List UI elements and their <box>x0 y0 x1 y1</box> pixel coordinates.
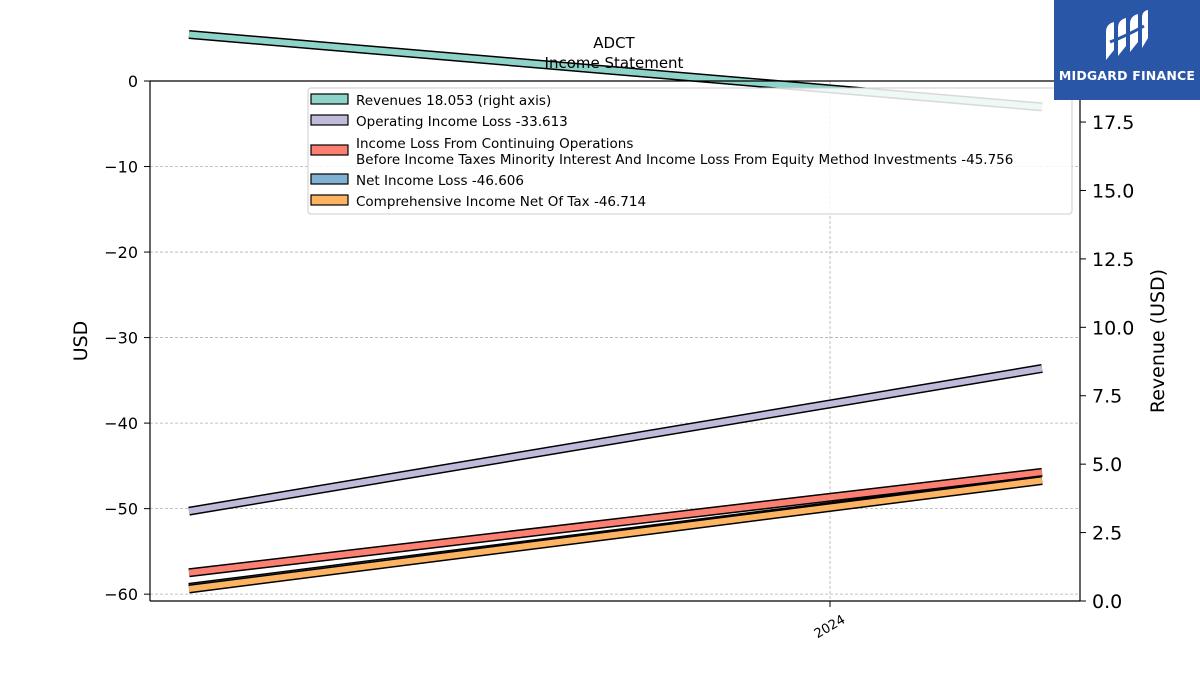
y-tick-label-right: 15.0 <box>1092 180 1134 202</box>
legend-swatch-0 <box>310 93 349 105</box>
y-tick-label-left: −30 <box>104 329 138 348</box>
midgard-finance-logo: MIDGARD FINANCE <box>1054 0 1200 100</box>
y-tick-label-left: 0 <box>128 72 138 91</box>
y-tick-label-left: −40 <box>104 414 138 433</box>
legend-label-4: Comprehensive Income Net Of Tax -46.714 <box>356 194 646 210</box>
y-tick-label-right: 2.5 <box>1092 523 1122 545</box>
y-tick-label-right: 7.5 <box>1092 386 1122 408</box>
legend-swatch-1 <box>310 114 349 126</box>
y-axis-label-right: Revenue (USD) <box>1147 269 1169 413</box>
logo-text: MIDGARD FINANCE <box>1058 68 1196 83</box>
y-tick-label-left: −20 <box>104 243 138 262</box>
y-tick-label-left: −50 <box>104 500 138 519</box>
y-tick-label-right: 12.5 <box>1092 249 1134 271</box>
y-tick-label-left: −10 <box>104 158 138 177</box>
y-tick-label-right: 17.5 <box>1092 112 1134 134</box>
legend-layer: Revenues 18.053 (right axis) Operating In… <box>307 87 1073 215</box>
series-line-4 <box>188 477 1043 593</box>
legend-swatch-4 <box>310 194 349 206</box>
y-tick-label-right: 0.0 <box>1092 591 1122 613</box>
legend-label-1: Operating Income Loss -33.613 <box>356 114 568 130</box>
grid-layer <box>150 80 1080 601</box>
series-line-2 <box>188 469 1043 576</box>
legend-label-0: Revenues 18.053 (right axis) <box>356 93 551 109</box>
chart-subtitle: Income Statement <box>545 54 684 72</box>
axes-layer: 0 −10 −20 −30 −40 −50 −60 0.0 2.5 5.0 7.5 10.0 12.5 1… <box>104 72 1134 642</box>
legend-swatch-3 <box>310 173 349 185</box>
midgard-logo-icon <box>1106 10 1148 60</box>
y-tick-label-right: 10.0 <box>1092 317 1134 339</box>
series-layer <box>188 29 1043 594</box>
legend-label-2: Income Loss From Continuing Operations Be… <box>356 136 1013 168</box>
y-axis-label-left: USD <box>70 321 92 362</box>
x-tick-label: 2024 <box>812 612 848 642</box>
legend-swatch-2 <box>310 144 349 156</box>
y-tick-label-right: 5.0 <box>1092 454 1122 476</box>
legend-label-3: Net Income Loss -46.606 <box>356 173 524 189</box>
legend-box <box>307 87 1073 215</box>
series-line-1 <box>188 365 1043 515</box>
y-tick-label-left: −60 <box>104 585 138 604</box>
chart-title: ADCT <box>593 34 635 52</box>
